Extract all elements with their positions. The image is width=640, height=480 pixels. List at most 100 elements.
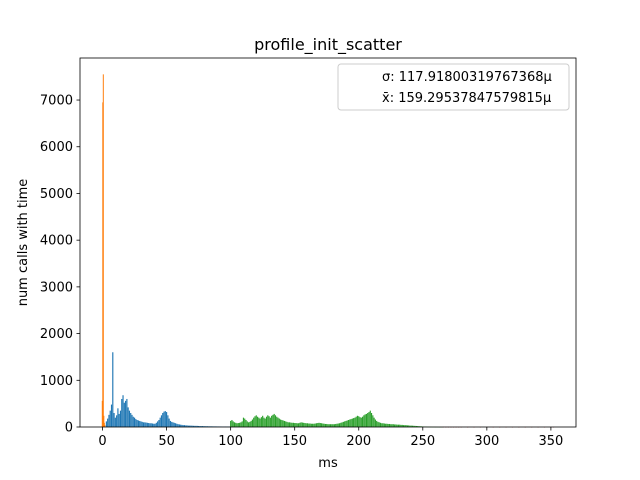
bar-series-1-38 bbox=[154, 423, 156, 427]
bar-series-2-45 bbox=[287, 422, 289, 427]
bar-series-2-49 bbox=[292, 422, 294, 427]
x-tick-label-1: 50 bbox=[158, 434, 175, 449]
bar-series-2-90 bbox=[345, 420, 347, 427]
bar-series-2-101 bbox=[359, 417, 361, 427]
bar-series-1-44 bbox=[162, 412, 164, 427]
bar-series-1-15 bbox=[125, 400, 127, 427]
bar-series-2-123 bbox=[387, 423, 389, 427]
bar-series-1-1 bbox=[107, 418, 109, 427]
bar-series-1-9 bbox=[117, 408, 119, 427]
bar-series-2-89 bbox=[344, 421, 346, 427]
bar-series-2-132 bbox=[399, 424, 401, 427]
bar-series-1-17 bbox=[127, 407, 129, 427]
bar-series-1-54 bbox=[174, 423, 177, 427]
bar-series-2-140 bbox=[409, 425, 411, 427]
bar-series-2-96 bbox=[353, 418, 355, 427]
bar-series-1-23 bbox=[135, 419, 137, 427]
bar-series-2-28 bbox=[265, 416, 268, 427]
bar-series-0-3 bbox=[103, 415, 105, 427]
bar-series-2-146 bbox=[417, 426, 419, 427]
bar-series-1-25 bbox=[137, 420, 139, 427]
bar-series-1-35 bbox=[150, 423, 152, 427]
bar-series-2-137 bbox=[405, 425, 407, 427]
bar-series-2-68 bbox=[317, 423, 319, 427]
y-tick-label-3: 3000 bbox=[40, 280, 73, 295]
bar-series-1-56 bbox=[177, 424, 179, 427]
bar-series-1-6 bbox=[113, 412, 115, 427]
bar-series-1-10 bbox=[118, 413, 120, 427]
x-tick-label-2: 100 bbox=[218, 434, 243, 449]
bar-series-1-63 bbox=[186, 425, 188, 427]
bar-series-2-93 bbox=[349, 419, 351, 427]
bar-series-2-47 bbox=[290, 422, 292, 427]
bar-series-0-4 bbox=[103, 422, 105, 427]
bar-series-1-60 bbox=[182, 425, 184, 427]
bar-series-1-8 bbox=[116, 415, 118, 427]
bar-series-2-48 bbox=[291, 422, 293, 427]
bar-series-2-24 bbox=[260, 417, 262, 427]
bar-series-1-21 bbox=[132, 416, 134, 427]
bar-series-2-50 bbox=[294, 423, 296, 427]
bar-series-2-22 bbox=[258, 417, 260, 427]
bar-series-1-47 bbox=[166, 412, 168, 427]
bar-series-2-97 bbox=[354, 417, 356, 427]
bar-series-1-55 bbox=[176, 423, 178, 427]
bar-series-2-5 bbox=[236, 423, 238, 427]
bar-series-1-74 bbox=[200, 426, 202, 427]
bar-series-1-42 bbox=[159, 417, 161, 427]
bar-series-2-58 bbox=[304, 423, 306, 427]
bar-series-1-24 bbox=[136, 419, 138, 427]
bar-series-2-102 bbox=[360, 417, 362, 427]
y-tick-label-5: 5000 bbox=[40, 187, 73, 202]
bar-series-2-104 bbox=[363, 415, 365, 427]
bar-series-1-36 bbox=[151, 423, 154, 427]
bar-series-2-55 bbox=[300, 422, 302, 427]
bar-series-2-34 bbox=[273, 413, 275, 427]
bar-series-2-14 bbox=[248, 422, 250, 427]
bar-series-1-43 bbox=[160, 415, 163, 427]
bar-series-2-122 bbox=[386, 423, 388, 427]
bar-series-1-61 bbox=[183, 425, 186, 427]
bar-series-1-73 bbox=[199, 426, 201, 427]
bar-series-1-76 bbox=[203, 426, 205, 427]
chart-title: profile_init_scatter bbox=[254, 35, 402, 55]
bar-series-2-30 bbox=[268, 416, 270, 427]
bar-series-2-74 bbox=[324, 423, 327, 427]
bar-series-1-7 bbox=[114, 417, 116, 427]
bar-series-2-18 bbox=[253, 417, 255, 427]
bar-series-2-67 bbox=[315, 423, 318, 427]
bar-series-2-63 bbox=[310, 423, 312, 427]
bar-series-2-33 bbox=[272, 414, 274, 427]
y-tick-label-2: 2000 bbox=[40, 327, 73, 342]
bar-series-2-110 bbox=[370, 412, 373, 427]
bar-series-2-106 bbox=[365, 413, 367, 427]
x-tick-label-0: 0 bbox=[98, 434, 106, 449]
bar-series-2-26 bbox=[263, 417, 265, 427]
bar-series-2-43 bbox=[285, 421, 287, 427]
bar-series-2-127 bbox=[392, 424, 394, 427]
bar-series-1-51 bbox=[171, 421, 173, 427]
bar-series-1-41 bbox=[158, 419, 160, 427]
bar-series-2-121 bbox=[385, 423, 387, 427]
bar-series-1-29 bbox=[142, 422, 145, 427]
bar-series-1-40 bbox=[157, 421, 159, 427]
bar-series-2-70 bbox=[319, 423, 321, 427]
bar-series-2-0 bbox=[230, 420, 232, 427]
bar-series-2-73 bbox=[323, 423, 325, 427]
bar-series-2-42 bbox=[283, 420, 286, 427]
x-tick-label-3: 150 bbox=[282, 434, 307, 449]
bar-series-2-128 bbox=[394, 424, 396, 427]
bar-series-2-86 bbox=[340, 422, 342, 427]
bar-series-1-28 bbox=[141, 421, 143, 427]
bar-series-2-79 bbox=[331, 424, 333, 427]
bar-series-2-40 bbox=[281, 419, 283, 427]
bar-series-1-32 bbox=[146, 422, 148, 427]
bar-series-1-66 bbox=[190, 425, 192, 427]
bar-series-1-45 bbox=[163, 411, 165, 427]
bar-series-2-52 bbox=[296, 423, 298, 427]
bar-series-2-61 bbox=[308, 423, 310, 427]
legend-entry-sigma: σ: 117.91800319767368μ bbox=[382, 70, 552, 85]
bar-series-2-107 bbox=[367, 412, 369, 427]
bar-series-2-59 bbox=[305, 423, 307, 427]
